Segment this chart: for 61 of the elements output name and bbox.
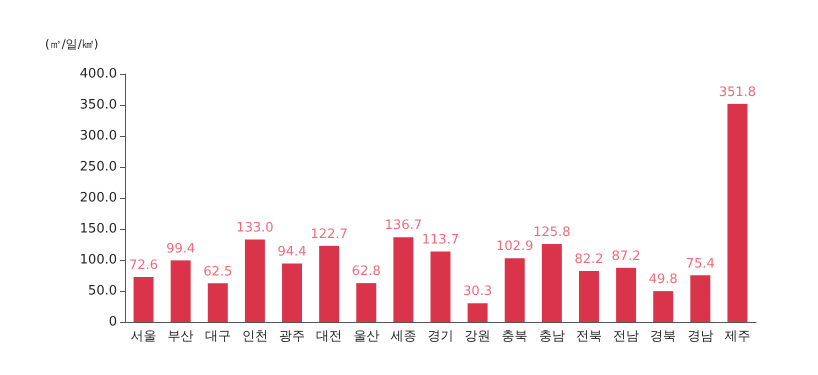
data-label: 30.3 [463, 284, 492, 300]
y-tick-label: 350.0 [80, 98, 117, 112]
x-tick-label: 경기 [428, 329, 454, 344]
bar [504, 258, 525, 322]
y-axis-title: (㎥/일/㎢) [45, 37, 98, 51]
y-tick-label: 400.0 [80, 66, 117, 82]
data-label: 62.8 [352, 264, 381, 280]
data-label: 62.5 [203, 264, 232, 280]
bar [244, 240, 265, 322]
bar [468, 303, 488, 322]
bar [170, 260, 191, 322]
y-tick-label: 250.0 [80, 160, 117, 174]
data-label: 99.4 [166, 241, 196, 256]
y-tick-label: 150.0 [80, 222, 117, 236]
y-tick-label: 300.0 [80, 128, 117, 144]
x-tick-label: 대구 [204, 329, 231, 344]
x-tick-label: 서울 [130, 329, 157, 344]
x-tick-label: 부산 [168, 329, 194, 344]
bar [356, 283, 376, 322]
x-tick-label: 충남 [538, 329, 565, 344]
x-tick-label: 강원 [464, 329, 491, 344]
data-label: 113.7 [422, 232, 460, 248]
data-label: 49.8 [648, 272, 678, 288]
y-tick-label: 200.0 [80, 190, 117, 206]
x-tick-label: 세종 [390, 329, 416, 344]
x-tick-label: 대전 [316, 329, 342, 344]
bar [430, 252, 450, 322]
data-label: 94.4 [278, 244, 307, 260]
data-label: 82.2 [574, 252, 604, 268]
bar [542, 244, 562, 322]
y-tick-label: 0 [108, 314, 117, 330]
data-label: 133.0 [236, 220, 274, 236]
x-tick-label: 제주 [724, 329, 750, 344]
bar [578, 271, 599, 322]
bar [616, 268, 636, 322]
x-tick-label: 전북 [576, 329, 602, 344]
x-tick-label: 전남 [613, 329, 640, 344]
bar [208, 283, 228, 322]
x-tick-label: 충북 [502, 329, 528, 344]
y-tick-label: 100.0 [80, 252, 117, 268]
data-label: 87.2 [612, 248, 641, 264]
data-label: 136.7 [384, 218, 422, 234]
y-tick-label: 50.0 [88, 284, 117, 298]
data-label: 102.9 [496, 239, 534, 254]
bar [653, 291, 674, 322]
x-tick-label: 인천 [242, 329, 268, 344]
bar [134, 276, 154, 322]
bar [319, 246, 340, 322]
bar [727, 104, 748, 322]
bar [393, 237, 414, 322]
data-label: 125.8 [533, 225, 570, 240]
data-label: 75.4 [686, 256, 715, 272]
data-label: 72.6 [129, 258, 158, 273]
bar [282, 263, 302, 322]
x-tick-label: 경북 [650, 329, 676, 344]
data-label: 351.8 [718, 84, 756, 100]
bar [690, 275, 710, 322]
x-tick-label: 경남 [687, 329, 714, 344]
x-tick-label: 울산 [353, 329, 380, 344]
x-tick-label: 광주 [279, 329, 306, 344]
data-label: 122.7 [310, 226, 348, 242]
